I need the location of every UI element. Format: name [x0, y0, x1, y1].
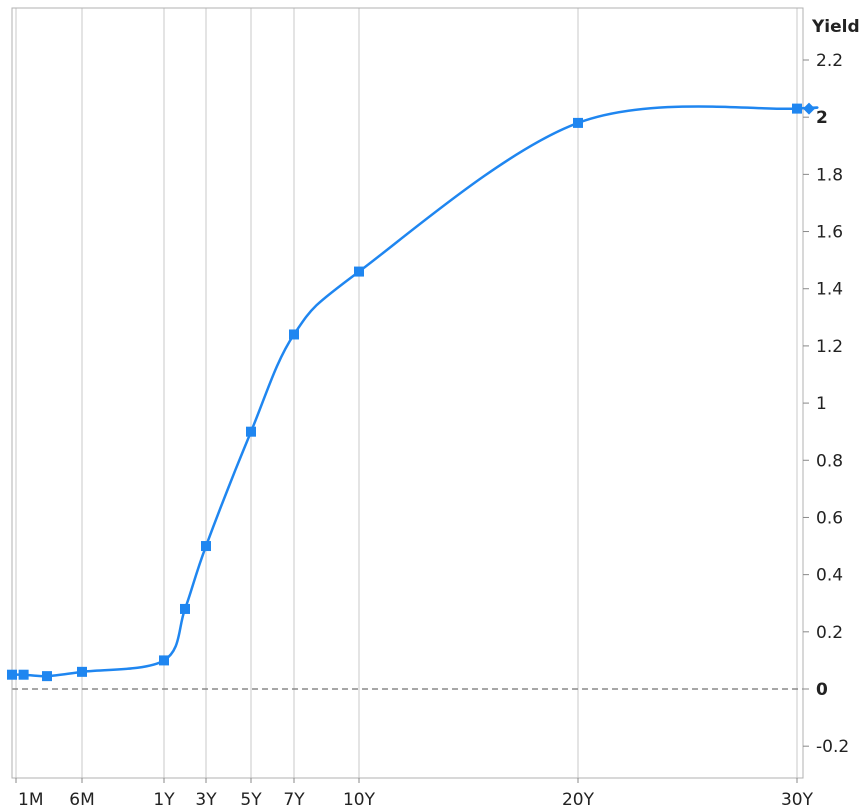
vertical-grid — [15, 8, 798, 778]
data-point — [77, 666, 87, 677]
data-point — [246, 426, 256, 437]
x-tick-label: 5Y — [240, 790, 262, 810]
x-tick-label: 30Y — [781, 790, 814, 810]
data-point — [289, 329, 299, 340]
y-tick-label: 2 — [816, 108, 828, 128]
data-points — [7, 102, 815, 682]
y-tick-label: 0.8 — [816, 451, 843, 471]
y-tick-label: 0.2 — [816, 623, 843, 643]
data-point — [7, 669, 17, 680]
x-tick-label: 7Y — [283, 790, 305, 810]
data-point — [201, 541, 211, 552]
data-point — [803, 102, 815, 115]
y-tick-label: 1 — [816, 394, 827, 414]
y-tick-label: 0.4 — [816, 566, 843, 586]
data-point — [159, 655, 169, 666]
x-tick-label: 1M — [18, 790, 43, 810]
data-point — [573, 117, 583, 128]
x-axis: 1M 6M 1Y 3Y 5Y 7Y 10Y 20Y 30Y — [15, 778, 814, 810]
x-tick-label: 6M — [69, 790, 94, 810]
data-point — [18, 669, 29, 680]
y-axis: -0.2 0 0.2 0.4 0.6 0.8 1 1.2 1.4 1.6 1.8 2 2.2 — [803, 51, 849, 757]
y-axis-title: Yield — [811, 17, 860, 37]
yield-curve-line — [11, 105, 819, 678]
plot-frame — [11, 7, 804, 779]
y-tick-label: 0.6 — [816, 508, 843, 528]
y-tick-label: 1.2 — [816, 337, 843, 357]
y-tick-label: -0.2 — [816, 737, 849, 757]
y-tick-label: 1.4 — [816, 280, 843, 300]
y-tick-label: 0 — [816, 680, 828, 700]
data-point — [792, 103, 802, 114]
data-point — [42, 671, 52, 682]
x-tick-label: 20Y — [562, 790, 595, 810]
x-tick-label: 3Y — [195, 790, 217, 810]
data-point — [354, 266, 364, 277]
y-tick-label: 2.2 — [816, 51, 843, 71]
data-point — [180, 603, 190, 614]
x-tick-label: 10Y — [343, 790, 376, 810]
y-tick-label: 1.6 — [816, 223, 843, 243]
y-tick-label: 1.8 — [816, 165, 843, 185]
x-tick-label: 1Y — [153, 790, 175, 810]
